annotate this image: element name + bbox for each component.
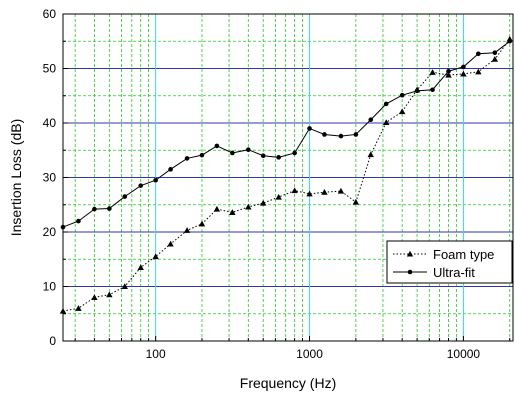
axis-ticks: 0 10 20 30 40 50 60 100 1000 10000	[43, 7, 511, 361]
y-tick-label: 40	[43, 116, 57, 130]
data-point-circle	[138, 183, 144, 188]
data-point-circle	[92, 206, 97, 212]
series-line-ultra-fit	[62, 40, 511, 228]
data-point-circle	[461, 64, 466, 70]
x-tick-label: 10000	[447, 347, 481, 361]
data-point-triangle	[475, 68, 482, 75]
data-point-circle	[476, 51, 481, 57]
data-point-circle	[368, 117, 374, 123]
data-point-triangle	[260, 199, 267, 206]
legend: Foam type Ultra-fit	[386, 240, 513, 284]
data-point-circle	[168, 167, 173, 172]
data-point-triangle	[137, 264, 144, 270]
data-point-triangle	[337, 187, 345, 194]
data-point-circle	[446, 68, 451, 74]
data-point-triangle	[445, 71, 452, 78]
data-point-triangle	[229, 209, 236, 215]
data-point-circle	[507, 38, 513, 44]
legend-label-foam-type: Foam type	[433, 247, 494, 262]
data-point-triangle	[367, 151, 374, 158]
data-point-triangle	[152, 253, 159, 260]
data-point-triangle	[291, 187, 298, 194]
data-point-triangle	[460, 70, 467, 77]
data-point-circle	[414, 88, 420, 94]
data-point-triangle	[91, 294, 98, 300]
data-point-triangle	[306, 190, 313, 197]
data-point-triangle	[213, 205, 221, 212]
y-tick-label: 0	[49, 334, 56, 348]
data-point-circle	[184, 156, 190, 161]
y-tick-label: 30	[43, 171, 57, 185]
data-point-triangle	[321, 189, 328, 195]
data-point-circle	[153, 177, 158, 183]
y-tick-label: 50	[43, 62, 57, 76]
data-point-circle	[383, 101, 389, 107]
data-point-circle	[353, 132, 359, 137]
x-axis-title: Frequency (Hz)	[240, 375, 336, 391]
data-point-triangle	[429, 69, 436, 75]
data-point-circle	[199, 152, 205, 158]
data-point-triangle	[59, 307, 67, 314]
legend-box	[386, 240, 513, 284]
data-point-triangle	[75, 305, 82, 311]
legend-marker-circle	[407, 269, 413, 275]
data-point-circle	[107, 206, 112, 211]
y-tick-label: 20	[43, 225, 57, 239]
data-point-circle	[307, 126, 312, 131]
x-tick-label: 1000	[296, 347, 323, 361]
data-point-circle	[260, 153, 266, 158]
data-point-triangle	[245, 203, 252, 210]
y-tick-label: 60	[43, 7, 57, 21]
legend-marker-triangle	[406, 250, 414, 257]
data-point-circle	[276, 155, 281, 160]
data-point-triangle	[198, 220, 206, 227]
data-point-triangle	[106, 291, 113, 298]
data-point-circle	[214, 143, 220, 149]
x-tick-label: 100	[146, 347, 166, 361]
data-point-circle	[492, 50, 498, 55]
data-point-triangle	[275, 193, 282, 200]
data-point-circle	[430, 87, 435, 93]
data-point-triangle	[167, 240, 174, 247]
data-point-triangle	[352, 198, 360, 205]
series-group	[59, 35, 513, 314]
legend-label-ultra-fit: Ultra-fit	[433, 265, 475, 280]
data-point-circle	[76, 218, 81, 224]
data-point-triangle	[398, 108, 406, 115]
y-tick-label: 10	[43, 280, 57, 294]
y-axis-title: Insertion Loss (dB)	[8, 119, 24, 237]
data-point-circle	[230, 150, 235, 156]
data-point-circle	[245, 147, 251, 153]
grid	[63, 14, 513, 341]
data-point-circle	[322, 132, 327, 137]
data-point-circle	[399, 92, 405, 98]
series-line-foam-type	[62, 38, 511, 312]
data-point-circle	[60, 224, 66, 230]
data-point-triangle	[491, 56, 499, 62]
data-point-triangle	[121, 283, 128, 290]
data-point-triangle	[183, 227, 191, 233]
data-point-circle	[122, 194, 128, 199]
data-point-circle	[292, 150, 297, 156]
data-point-circle	[338, 133, 344, 139]
data-point-triangle	[383, 119, 390, 126]
